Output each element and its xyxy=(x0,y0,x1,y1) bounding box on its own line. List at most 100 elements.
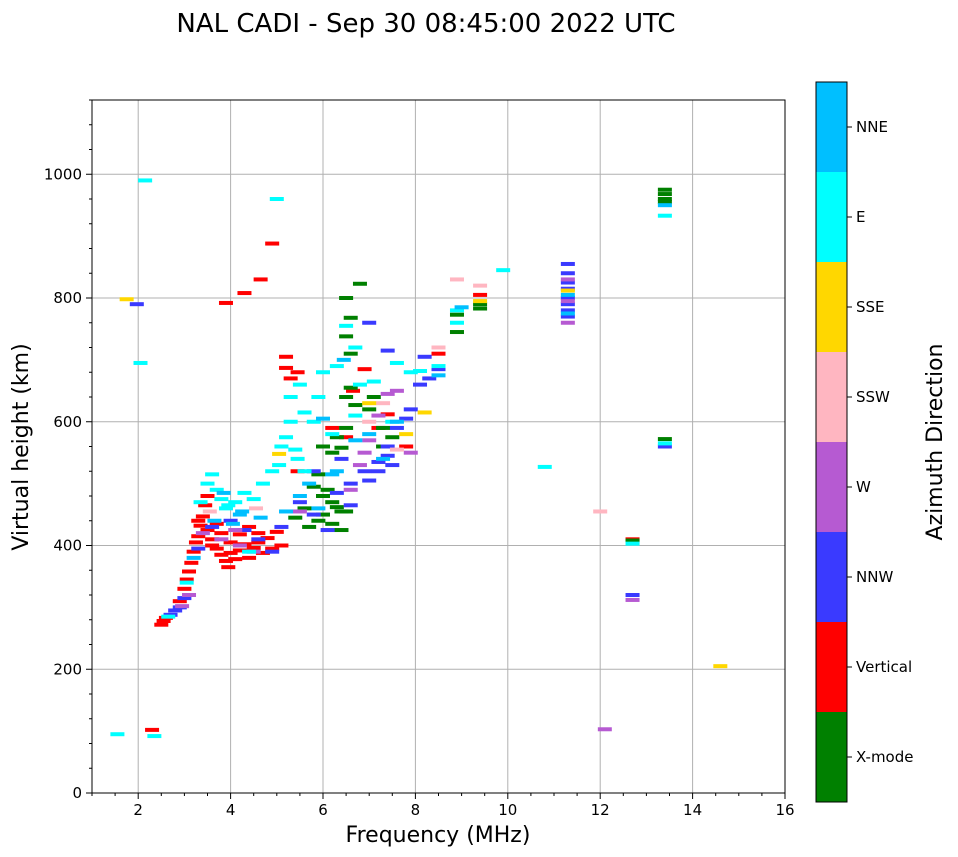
data-point xyxy=(403,407,418,412)
series-x-mode xyxy=(288,187,672,543)
colorbar-segment xyxy=(816,712,847,802)
data-point xyxy=(389,425,404,430)
data-point xyxy=(251,540,266,545)
data-point xyxy=(193,523,208,528)
data-point xyxy=(625,541,640,546)
data-point xyxy=(218,558,233,563)
data-point xyxy=(560,299,575,304)
data-point xyxy=(380,348,395,353)
data-point xyxy=(348,438,363,443)
x-tick-label: 4 xyxy=(226,801,236,819)
data-point xyxy=(657,437,672,442)
data-point xyxy=(182,593,197,597)
data-point xyxy=(297,506,312,511)
data-point xyxy=(362,320,377,325)
data-point xyxy=(389,360,404,365)
data-point xyxy=(214,531,229,536)
data-point xyxy=(228,528,243,533)
data-point xyxy=(191,534,206,539)
data-point xyxy=(191,546,206,551)
data-point xyxy=(362,438,377,443)
data-point xyxy=(290,456,305,461)
data-point xyxy=(362,419,377,424)
data-point xyxy=(154,622,169,627)
data-point xyxy=(145,727,160,732)
data-point xyxy=(119,297,134,302)
data-point xyxy=(657,213,672,218)
data-point xyxy=(473,283,488,288)
x-axis-label: Frequency (MHz) xyxy=(346,823,531,848)
data-point xyxy=(265,469,280,474)
data-point xyxy=(537,464,552,469)
data-point xyxy=(260,536,275,541)
data-point xyxy=(311,472,326,477)
data-point xyxy=(200,528,215,533)
data-point xyxy=(182,569,197,574)
data-point xyxy=(625,597,640,602)
data-point xyxy=(177,586,192,591)
y-tick-label: 400 xyxy=(53,537,82,555)
data-point xyxy=(399,416,414,421)
data-point xyxy=(625,593,640,597)
data-point xyxy=(389,388,404,393)
data-point xyxy=(306,469,321,474)
data-point xyxy=(200,494,215,498)
data-point xyxy=(348,345,363,350)
data-point xyxy=(274,543,289,548)
data-point xyxy=(251,537,266,542)
data-point xyxy=(216,490,231,495)
data-point xyxy=(657,187,672,192)
y-tick-label: 1000 xyxy=(44,165,82,183)
data-point xyxy=(417,354,432,359)
chart-title: NAL CADI - Sep 30 08:45:00 2022 UTC xyxy=(176,9,675,39)
data-point xyxy=(334,528,349,533)
data-point xyxy=(265,549,280,554)
data-point xyxy=(232,532,247,537)
data-point xyxy=(366,395,381,399)
data-point xyxy=(343,315,358,320)
x-tick-label: 6 xyxy=(318,801,328,819)
data-point xyxy=(422,376,437,381)
data-point xyxy=(357,469,372,474)
data-point xyxy=(657,192,672,197)
y-tick-label: 0 xyxy=(72,784,82,802)
data-point xyxy=(179,577,194,582)
data-point xyxy=(223,550,238,555)
data-point xyxy=(290,370,305,375)
data-point xyxy=(316,416,330,421)
data-point xyxy=(352,382,367,387)
data-point xyxy=(362,401,377,406)
azimuth-colorbar: X-mode Vertical NNW W SSW SSE E NNE xyxy=(815,81,913,803)
data-point xyxy=(202,509,217,514)
data-point xyxy=(246,545,261,550)
data-point xyxy=(560,261,575,266)
data-point xyxy=(316,370,330,375)
data-point xyxy=(371,459,386,464)
data-point xyxy=(191,518,206,523)
data-point xyxy=(339,509,354,514)
data-point xyxy=(657,200,672,205)
data-point xyxy=(431,351,446,356)
data-point xyxy=(184,560,199,565)
data-point xyxy=(292,494,307,498)
data-point xyxy=(339,395,354,399)
colorbar-segment xyxy=(816,622,847,712)
data-point xyxy=(232,512,247,517)
data-point xyxy=(302,524,317,529)
data-point xyxy=(413,382,428,387)
data-point xyxy=(279,435,294,440)
data-point xyxy=(449,277,464,282)
data-point xyxy=(265,546,280,551)
data-point xyxy=(205,472,220,477)
data-point xyxy=(274,444,289,449)
data-point xyxy=(195,531,210,536)
data-point xyxy=(311,395,326,399)
data-point xyxy=(283,376,298,381)
data-point xyxy=(560,280,575,285)
data-point xyxy=(237,490,252,495)
data-point xyxy=(218,300,233,305)
data-point xyxy=(473,299,488,304)
data-point xyxy=(352,281,367,286)
data-point xyxy=(657,203,672,208)
